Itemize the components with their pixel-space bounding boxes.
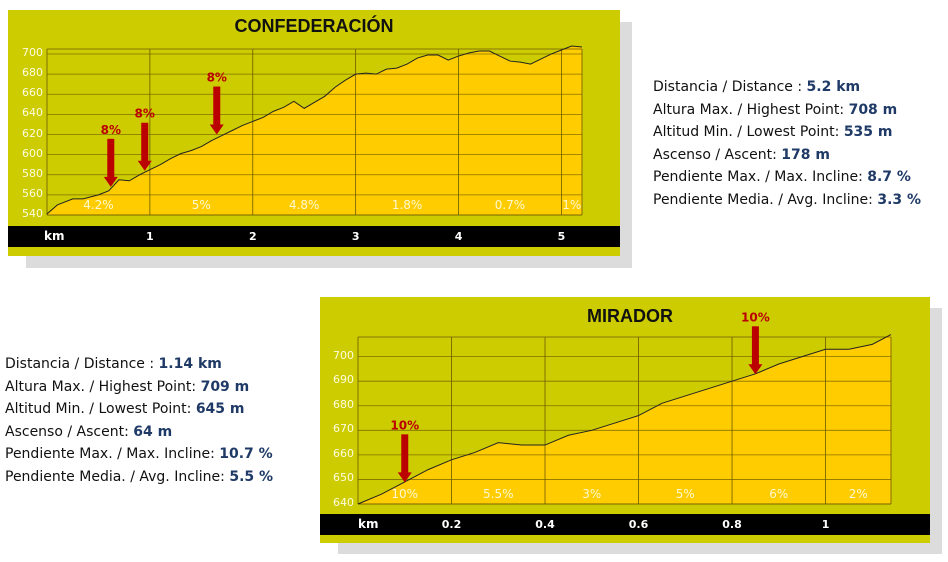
segment-gradient-label: 10% (391, 487, 418, 501)
gradient-annotation: 10% (390, 418, 419, 432)
stat-label: Altitud Min. / Lowest Point: (5, 401, 196, 417)
x-tick-label: 0.8 (722, 518, 742, 531)
stat-value: 5.2 km (806, 79, 861, 95)
stat-label: Pendiente Max. / Max. Incline: (653, 169, 868, 185)
stat-value: 535 m (843, 124, 893, 140)
stat-row: Altitud Min. / Lowest Point: 535 m (653, 121, 921, 144)
steep-gradient-arrow-icon (137, 122, 152, 171)
segment-gradient-label: 3% (582, 487, 601, 501)
x-tick-label: 0.6 (628, 518, 649, 531)
segment-gradient-label: 6% (769, 487, 788, 501)
steep-gradient-arrow-icon (209, 86, 224, 135)
stat-value: 5.5 % (229, 468, 274, 485)
y-tick-label: 600 (22, 146, 43, 160)
y-tick-label: 700 (333, 348, 354, 362)
mirador-stats: Distancia / Distance : 1.14 km Altura Max… (5, 353, 273, 488)
gradient-annotation: 8% (207, 71, 227, 85)
x-tick-label: 2 (248, 230, 257, 243)
stat-label: Distancia / Distance : (653, 79, 807, 95)
segment-gradient-label: 1% (562, 198, 581, 212)
x-tick-label: 1 (821, 518, 830, 531)
stat-row: Pendiente Media. / Avg. Incline: 5.5 % (5, 466, 273, 489)
stat-row: Altura Max. / Highest Point: 709 m (5, 376, 273, 399)
x-axis-bar: km 1 2 3 4 5 (8, 226, 620, 247)
chart-title: CONFEDERACIÓN (234, 16, 394, 36)
x-axis-label: km (44, 229, 65, 243)
y-tick-label: 690 (333, 373, 354, 387)
segment-gradient-label: 0.7% (495, 198, 526, 212)
y-tick-label: 670 (333, 422, 354, 436)
stat-label: Pendiente Media. / Avg. Incline: (653, 191, 878, 208)
y-tick-label: 680 (22, 66, 43, 80)
y-tick-label: 650 (333, 471, 354, 485)
stat-label: Ascenso / Ascent: (653, 146, 782, 163)
steep-gradient-arrow-icon (397, 434, 412, 483)
stat-label: Pendiente Media. / Avg. Incline: (5, 468, 230, 485)
y-tick-label: 680 (333, 397, 354, 411)
y-tick-label: 640 (333, 496, 354, 509)
x-axis-label: km (358, 517, 379, 531)
elevation-area (47, 45, 582, 216)
stat-value: 645 m (195, 401, 245, 417)
stat-row: Pendiente Max. / Max. Incline: 10.7 % (5, 443, 273, 466)
stat-row: Pendiente Media. / Avg. Incline: 3.3 % (653, 189, 921, 212)
gradient-annotation: 8% (101, 123, 121, 137)
x-tick-label: 4 (454, 230, 463, 243)
stat-value: 8.7 % (867, 169, 911, 185)
segment-gradient-label: 4.8% (289, 198, 320, 212)
segment-gradient-label: 1.8% (392, 198, 423, 212)
x-tick-label: 1 (146, 230, 154, 243)
steep-gradient-arrow-icon (103, 138, 118, 187)
segment-gradient-label: 4.2% (83, 198, 114, 212)
y-tick-label: 560 (22, 186, 43, 200)
segment-gradient-label: 5% (676, 487, 695, 501)
stat-value: 3.3 % (877, 191, 922, 208)
chart-title: MIRADOR (587, 306, 673, 326)
x-tick-label: 5 (557, 230, 566, 243)
gradient-annotation: 10% (741, 310, 770, 324)
stat-label: Pendiente Max. / Max. Incline: (5, 446, 220, 462)
x-tick-label: 3 (351, 230, 360, 243)
y-tick-label: 580 (22, 166, 43, 180)
stat-value: 178 m (781, 146, 830, 163)
stat-label: Ascenso / Ascent: (5, 423, 134, 440)
stat-value: 10.7 % (219, 446, 273, 462)
elevation-line (357, 334, 892, 505)
gradient-annotation: 8% (135, 107, 155, 121)
stat-label: Altura Max. / Highest Point: (653, 101, 849, 118)
elevation-area (358, 334, 891, 504)
y-tick-label: 660 (22, 86, 43, 100)
stat-value: 64 m (133, 423, 173, 440)
segment-gradient-label: 5.5% (483, 487, 514, 501)
segment-gradient-label: 2% (849, 487, 868, 501)
stat-label: Distancia / Distance : (5, 356, 159, 372)
stat-row: Ascenso / Ascent: 64 m (5, 421, 273, 444)
stat-row: Distancia / Distance : 5.2 km (653, 76, 921, 99)
y-tick-label: 540 (22, 207, 43, 220)
stat-row: Altitud Min. / Lowest Point: 645 m (5, 398, 273, 421)
stat-label: Altura Max. / Highest Point: (5, 378, 201, 395)
stat-row: Pendiente Max. / Max. Incline: 8.7 % (653, 166, 921, 189)
x-tick-label: 0.2 (441, 518, 462, 531)
stat-value: 708 m (848, 101, 898, 118)
steep-gradient-arrow-icon (748, 326, 763, 375)
stat-row: Ascenso / Ascent: 178 m (653, 144, 921, 167)
y-tick-label: 640 (22, 106, 43, 120)
stat-row: Distancia / Distance : 1.14 km (5, 353, 273, 376)
elevation-profile-chart: 4.2% 5% 4.8% 1.8% 0.7% 1% 8% 8% 8% (46, 45, 583, 216)
y-tick-label: 620 (22, 126, 43, 140)
elevation-line (46, 45, 583, 215)
y-tick-label: 660 (333, 446, 354, 460)
confederacion-stats: Distancia / Distance : 5.2 km Altura Max.… (653, 76, 921, 211)
x-tick-label: 0.4 (535, 518, 555, 531)
segment-gradient-label: 5% (192, 198, 211, 212)
stat-value: 709 m (200, 378, 250, 395)
stat-row: Altura Max. / Highest Point: 708 m (653, 99, 921, 122)
stat-label: Altitud Min. / Lowest Point: (653, 124, 844, 140)
stat-value: 1.14 km (158, 356, 222, 372)
y-tick-label: 700 (22, 46, 43, 60)
x-axis-bar: km 0.2 0.4 0.6 0.8 1 (320, 514, 930, 535)
